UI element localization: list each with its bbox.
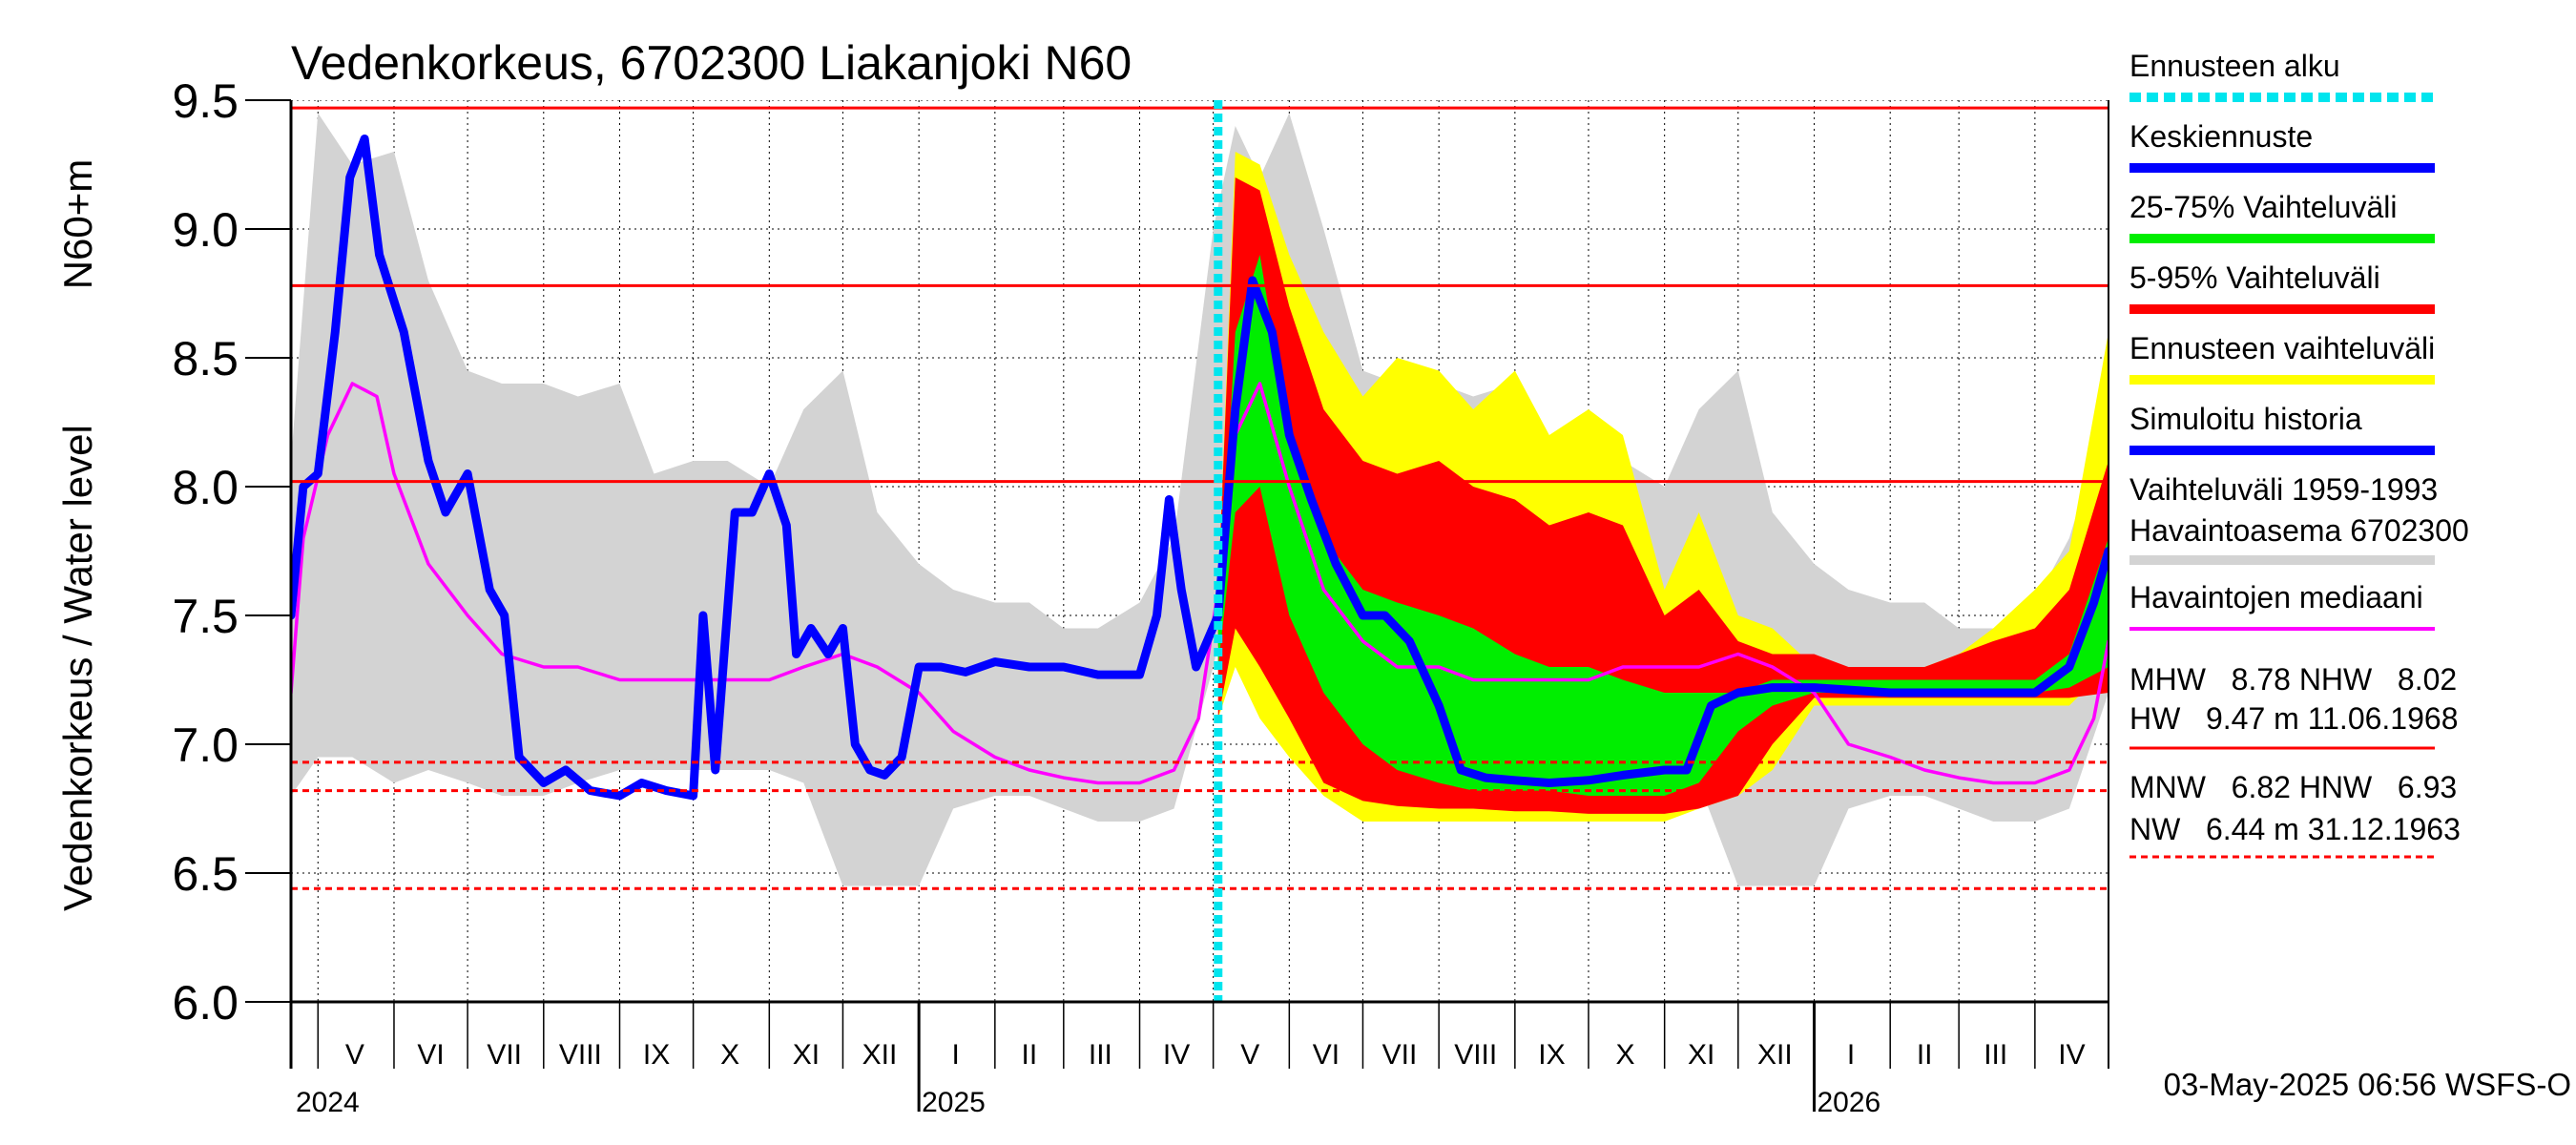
chart-title: Vedenkorkeus, 6702300 Liakanjoki N60	[291, 36, 1132, 90]
x-month-label: IX	[1538, 1039, 1565, 1071]
x-year-label: 2026	[1817, 1087, 1880, 1118]
y-axis-label: Vedenkorkeus / Water level	[55, 425, 100, 911]
x-month-label: IV	[1163, 1039, 1190, 1071]
x-month-label: VII	[1382, 1039, 1418, 1071]
stat-line: MHW 8.78 NHW 8.02	[2129, 662, 2457, 697]
x-month-label: I	[952, 1039, 960, 1071]
x-month-label: II	[1021, 1039, 1037, 1071]
x-month-label: V	[1240, 1039, 1259, 1071]
x-year-label: 2024	[296, 1087, 360, 1118]
y-tick-label: 6.5	[172, 847, 239, 901]
plot-content	[291, 100, 2109, 1002]
plot-area	[291, 100, 2109, 1002]
x-month-label: X	[1616, 1039, 1635, 1071]
x-month-label: III	[1984, 1039, 2007, 1071]
x-month-label: V	[345, 1039, 364, 1071]
x-month-label: IV	[2058, 1039, 2085, 1071]
y-tick-label: 8.5	[172, 332, 239, 385]
x-month-label: VII	[487, 1039, 522, 1071]
stat-line: MNW 6.82 HNW 6.93	[2129, 770, 2457, 804]
y-tick-label: 7.0	[172, 718, 239, 772]
timestamp-label: 03-May-2025 06:56 WSFS-O	[2164, 1067, 2571, 1102]
x-month-label: VI	[417, 1039, 444, 1071]
x-month-label: X	[720, 1039, 739, 1071]
x-month-label: XII	[1757, 1039, 1793, 1071]
series-line	[291, 135, 1223, 801]
x-month-label: I	[1847, 1039, 1855, 1071]
x-month-label: II	[1917, 1039, 1933, 1071]
legend-label: 5-95% Vaihteluväli	[2129, 260, 2380, 295]
x-month-label: VIII	[559, 1039, 602, 1071]
legend-label: Ennusteen vaihteluväli	[2129, 331, 2435, 365]
axes: 9.59.08.58.07.57.06.56.0V VI VII VIII IX X XI X…	[172, 74, 2109, 1118]
stat-line: NW 6.44 m 31.12.1963	[2129, 812, 2461, 846]
x-year-label: 2025	[922, 1087, 986, 1118]
legend-label: Simuloitu historia	[2129, 402, 2362, 436]
legend-label: Ennusteen alku	[2129, 49, 2340, 83]
y-tick-label: 9.0	[172, 203, 239, 257]
statistics-panel: MHW 8.78 NHW 8.02 HW 9.47 m 11.06.1968 MNW…	[2129, 662, 2461, 859]
legend-label: Havaintojen mediaani	[2129, 580, 2423, 614]
x-month-label: IX	[643, 1039, 670, 1071]
legend-label: 25-75% Vaihteluväli	[2129, 190, 2397, 224]
x-month-label: XI	[1688, 1039, 1714, 1071]
x-month-label: III	[1089, 1039, 1112, 1071]
legend-label: Keskiennuste	[2129, 119, 2313, 154]
y-tick-label: 8.0	[172, 461, 239, 514]
x-month-label: VIII	[1454, 1039, 1497, 1071]
series-line	[1214, 276, 2109, 787]
y-tick-label: 9.5	[172, 74, 239, 128]
x-month-label: XI	[793, 1039, 820, 1071]
legend-label: Havaintoasema 6702300	[2129, 513, 2469, 548]
series-band	[1217, 255, 2109, 796]
y-tick-label: 6.0	[172, 976, 239, 1030]
y-axis-unit: N60+m	[55, 159, 100, 290]
y-tick-label: 7.5	[172, 590, 239, 643]
x-month-label: VI	[1313, 1039, 1340, 1071]
series-line	[291, 382, 2109, 785]
stat-line: HW 9.47 m 11.06.1968	[2129, 701, 2458, 736]
legend-label: Vaihteluväli 1959-1993	[2129, 472, 2438, 507]
x-month-label: XII	[862, 1039, 898, 1071]
legend: Ennusteen alku Keskiennuste 25-75% Vaihtel…	[2129, 49, 2469, 631]
